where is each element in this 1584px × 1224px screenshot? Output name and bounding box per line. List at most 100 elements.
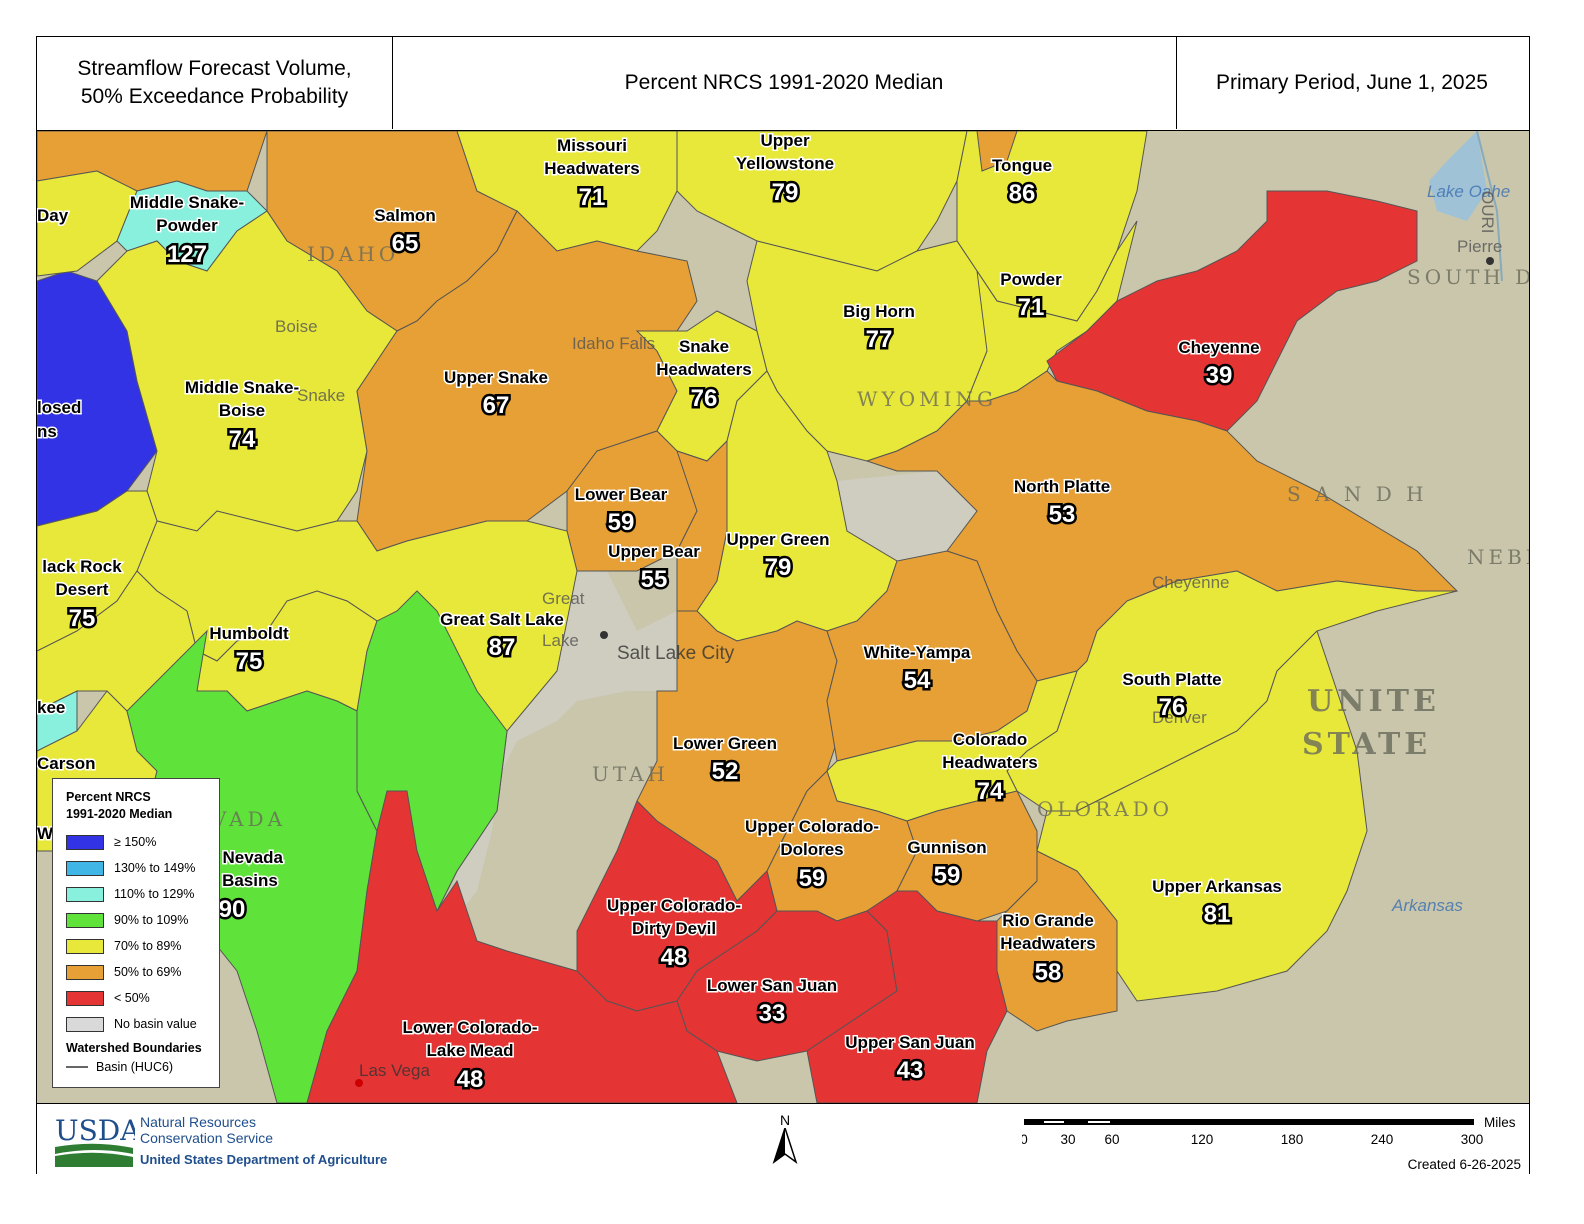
lake-oahe-shape [1429, 131, 1487, 221]
basin-value-upper-arkansas: 81 [1204, 901, 1231, 928]
basin-no-value-wyoming [837, 471, 977, 561]
scale-tick-label: 300 [1461, 1132, 1484, 1147]
basin-value-snake-headwaters: 76 [691, 385, 718, 412]
map-svg: IDAHO WYOMING UTAH VADA OLORADO UNITE ST… [37, 131, 1529, 1103]
city-dot-salt-lake-city [600, 631, 608, 639]
usda-logo-field-icon [55, 1143, 133, 1154]
basin-value-cheyenne: 39 [1206, 362, 1233, 389]
basin-value-upper-green: 79 [765, 554, 792, 581]
basin-upper-san-juan [806, 890, 1008, 1103]
state-label-nevada: VADA [211, 807, 286, 831]
basin-name-humboldt: Humboldt [209, 624, 289, 643]
scale-tick-label: 0 [1022, 1132, 1028, 1147]
basin-name-line2-missouri-headwaters: Headwaters [544, 159, 639, 178]
scale-tick-label: 180 [1281, 1132, 1304, 1147]
legend-items: ≥ 150% 130% to 149% 110% to 129% 90% to 109… [66, 829, 219, 1037]
scale-ticks: 0 30 60 120 180 240 300 [1020, 1132, 1484, 1147]
legend-item: 50% to 69% [66, 959, 219, 985]
basin-value-ntral-nevada-sert-basins: 90 [219, 896, 246, 923]
legend-item: < 50% [66, 985, 219, 1011]
partial-basin-label: Day [37, 206, 69, 225]
state-label-utah: UTAH [592, 762, 669, 786]
basin-name-upper-colorado-dirty-devil: Upper Colorado- [607, 896, 741, 915]
basin-name-north-platte: North Platte [1014, 477, 1110, 496]
header-title: Streamflow Forecast Volume, 50% Exceedanc… [37, 37, 393, 129]
basin-value-middle-snake-powder: 127 [167, 241, 207, 268]
basin-name-white-yampa: White-Yampa [864, 643, 971, 662]
legend-label: 110% to 129% [114, 887, 195, 901]
legend-item: 110% to 129% [66, 881, 219, 907]
legend-swatch [66, 834, 104, 850]
header-period: Primary Period, June 1, 2025 [1216, 71, 1488, 94]
basin-name-upper-snake: Upper Snake [444, 368, 548, 387]
basin-value-lower-green: 52 [712, 758, 739, 785]
basin-name-line2-upper-colorado-dirty-devil: Dirty Devil [632, 919, 716, 938]
basin-no-value-utah [437, 571, 677, 941]
legend-basin-line: Basin (HUC6) [66, 1060, 219, 1074]
legend-title: Percent NRCS 1991-2020 Median [66, 790, 173, 821]
north-arrow: N [770, 1112, 800, 1167]
city-label-denver: Denver [1152, 708, 1207, 727]
basin-name-upper-bear: Upper Bear [608, 542, 700, 561]
city-dot-las-vegas [355, 1079, 363, 1087]
legend-item: 70% to 89% [66, 933, 219, 959]
basin-lower-colorado-lake-mead [306, 790, 738, 1103]
basin-name-line2-lower-colorado-lake-mead: Lake Mead [427, 1041, 514, 1060]
basin-name-line2-lack-rock-desert: Desert [56, 580, 109, 599]
north-arrow-icon [772, 1125, 798, 1164]
legend-swatch [66, 938, 104, 954]
agency-name: Natural Resources Conservation Service U… [140, 1114, 388, 1167]
legend-item: ≥ 150% [66, 829, 219, 855]
city-label-salt-lake-city: Salt Lake City [617, 643, 735, 664]
basin-value-humboldt: 75 [236, 648, 263, 675]
scale-tick-label: 30 [1060, 1132, 1075, 1147]
basin-name-lower-green: Lower Green [673, 734, 777, 753]
legend-swatch [66, 912, 104, 928]
scale-tick-label: 60 [1104, 1132, 1119, 1147]
country-label-states: STATE [1302, 727, 1431, 762]
legend-item: No basin value [66, 1011, 219, 1037]
basin-name-line2-middle-snake-boise: Boise [219, 401, 265, 420]
basin-value-upper-san-juan: 43 [897, 1057, 924, 1084]
legend-item: 90% to 109% [66, 907, 219, 933]
basin-value-upper-colorado-dirty-devil: 48 [661, 944, 688, 971]
basin-name-great-salt-lake: Great Salt Lake [440, 610, 564, 629]
basin-name-missouri-headwaters: Missouri [557, 136, 627, 155]
legend-label: < 50% [114, 991, 150, 1005]
river-label-snake: Snake [297, 386, 345, 405]
basin-tongue-orange-sliver [976, 131, 1018, 172]
basin-line-swatch [66, 1066, 88, 1068]
scale-unit: Miles [1484, 1116, 1516, 1130]
legend-label: 70% to 89% [114, 939, 182, 953]
city-label-las-vegas: Las Vega [359, 1061, 430, 1080]
basin-middle-snake-boise [96, 210, 398, 532]
partial-basin-label: ns [37, 422, 57, 441]
state-label-nebraska: NEBR [1467, 545, 1529, 569]
legend-item: 130% to 149% [66, 855, 219, 881]
basin-name-lack-rock-desert: lack Rock [42, 557, 122, 576]
basin-name-cheyenne: Cheyenne [1178, 338, 1259, 357]
basin-name-line2-middle-snake-powder: Powder [156, 216, 218, 235]
legend-boundaries-title: Watershed Boundaries [66, 1041, 202, 1055]
map-header: Streamflow Forecast Volume, 50% Exceedanc… [36, 36, 1530, 131]
basin-name-line2-upper-colorado-dolores: Dolores [780, 840, 843, 859]
state-label-south-dakota: SOUTH DA [1407, 265, 1529, 289]
basin-value-gunnison: 59 [934, 862, 961, 889]
basin-name-middle-snake-powder: Middle Snake- [130, 193, 244, 212]
legend-label: ≥ 150% [114, 835, 157, 849]
legend-label: 50% to 69% [114, 965, 182, 979]
legend-label: 90% to 109% [114, 913, 189, 927]
city-label-cheyenne: Cheyenne [1152, 573, 1230, 592]
basin-name-gunnison: Gunnison [907, 838, 986, 857]
created-date: Created 6-26-2025 [1407, 1157, 1521, 1172]
basin-value-south-platte: 76 [1159, 694, 1186, 721]
department-name: United States Department of Agriculture [140, 1152, 388, 1167]
basin-value-white-yampa: 54 [904, 667, 931, 694]
basin-value-lower-san-juan: 33 [759, 1000, 786, 1027]
basin-value-salmon: 65 [392, 230, 419, 257]
scale-bar-graphic: 0 30 60 120 180 240 300 Miles [1020, 1115, 1516, 1147]
basin-name-south-platte: South Platte [1122, 670, 1221, 689]
basin-name-rio-grande-headwaters: Rio Grande [1002, 911, 1094, 930]
basin-name-lower-san-juan: Lower San Juan [707, 976, 837, 995]
legend-swatch [66, 886, 104, 902]
